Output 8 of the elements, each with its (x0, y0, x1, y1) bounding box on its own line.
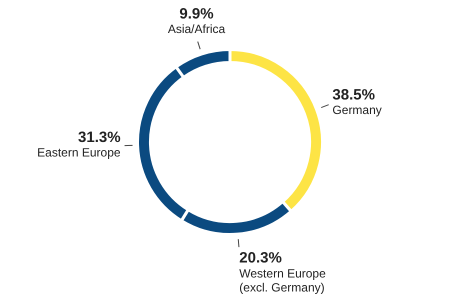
slice-label: Western Europe (excl. Germany) (239, 266, 326, 294)
slice-label: Asia/Africa (168, 22, 226, 36)
slice-label: Eastern Europe (37, 146, 121, 160)
data-label: 20.3% (239, 250, 282, 267)
slice-label: Germany (332, 103, 382, 118)
data-label: 38.5% (332, 86, 375, 104)
data-label: 9.9% (179, 5, 214, 22)
data-label: 31.3% (78, 128, 121, 146)
